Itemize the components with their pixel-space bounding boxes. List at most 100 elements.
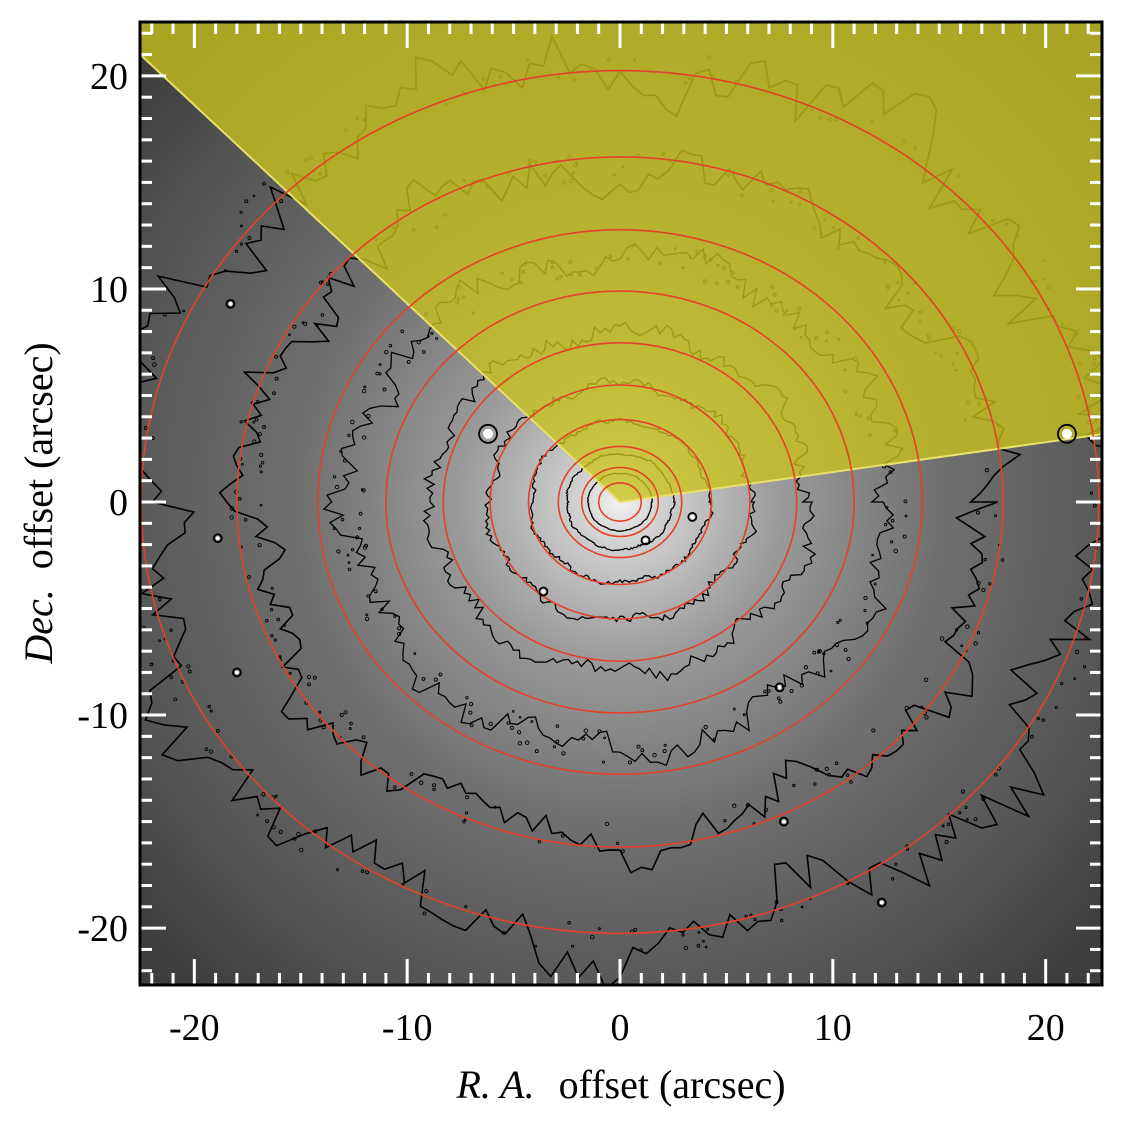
contour-speckle (332, 527, 336, 531)
point-source (781, 819, 786, 824)
contour-speckle (824, 766, 829, 771)
contour-speckle (432, 783, 437, 788)
contour-speckle (422, 911, 427, 916)
fitted-ellipse (489, 384, 751, 620)
contour-speckle (555, 739, 560, 744)
contour-speckle (339, 713, 344, 718)
contour-speckle (435, 336, 439, 340)
contour-speckle (186, 664, 191, 669)
contour-speckle (509, 725, 514, 730)
contour-speckle (488, 721, 493, 727)
contour-speckle (237, 496, 242, 501)
contour-speckle (215, 728, 220, 733)
contour-speckle (234, 249, 239, 254)
y-tick-label: 20 (90, 56, 128, 98)
contour-speckle (313, 829, 318, 834)
contour-speckle (348, 727, 352, 731)
contour-speckle (416, 340, 421, 345)
contour-speckle (378, 363, 382, 366)
contour-speckle (208, 749, 214, 754)
contour-speckle (954, 628, 959, 632)
contour-speckle (778, 699, 783, 704)
contour-speckle (976, 581, 981, 586)
contour-speckle (469, 723, 474, 728)
contour-speckle (1084, 636, 1088, 640)
contour-speckle (890, 540, 894, 544)
contour-speckle (789, 689, 794, 693)
contour-speckle (380, 607, 384, 611)
contour-speckle (555, 724, 560, 728)
point-source (541, 589, 546, 594)
contour-speckle (349, 721, 353, 726)
contour-speckle (732, 803, 737, 808)
x-tick-label: -20 (169, 1007, 220, 1049)
contour-speckle (122, 443, 124, 445)
contour-speckle (388, 343, 393, 348)
x-tick-label: 20 (1027, 1007, 1065, 1049)
contour-speckle (247, 575, 251, 579)
y-axis-title-italic: Dec. (16, 589, 61, 664)
fitted-ellipse (316, 228, 924, 776)
contour-speckle (779, 918, 784, 923)
fitted-ellipse (442, 341, 798, 662)
contour-speckle (397, 626, 402, 631)
contour-speckle (920, 705, 924, 709)
y-tick-label: 0 (109, 482, 128, 524)
contour-speckle (339, 450, 342, 453)
contour-speckle (312, 675, 317, 680)
contour-speckle (994, 514, 998, 518)
contour-speckle (763, 807, 769, 812)
contour-speckle (151, 356, 156, 361)
contour-speckle (360, 869, 365, 873)
contour-speckle (944, 840, 949, 845)
contour-speckle (336, 868, 340, 872)
y-tick-labels: 20 10 0 -10 -20 (77, 56, 128, 950)
contour-speckle (813, 782, 817, 786)
contour-speckle (812, 650, 817, 655)
contour-speckle (346, 553, 350, 557)
contour-speckle (364, 616, 370, 622)
contour-speckle (973, 817, 978, 822)
contour-speckle (988, 582, 992, 586)
contour-speckle (560, 833, 565, 838)
contour-speckle (299, 847, 304, 853)
fitted-ellipse (385, 290, 855, 714)
contour-speckle (597, 729, 602, 734)
contour-speckle (350, 419, 355, 425)
contour-speckle (320, 313, 325, 317)
contour-speckle (361, 735, 366, 740)
contour-speckle (229, 755, 233, 759)
contour-speckle (981, 587, 986, 593)
contour-speckle (366, 594, 370, 598)
contour-speckle (871, 728, 876, 733)
contour-speckle (1082, 664, 1087, 669)
contour-speckle (269, 608, 274, 612)
contour-speckle (517, 730, 522, 735)
contour-speckle (241, 463, 244, 466)
point-source (215, 536, 220, 541)
contour-speckle (983, 557, 987, 562)
point-source (228, 301, 233, 306)
point-source (879, 900, 884, 905)
contour-speckle (829, 669, 833, 673)
contour-speckle (570, 944, 575, 948)
contour-speckle (259, 503, 263, 507)
contour-speckle (378, 372, 382, 376)
contour-speckle (464, 811, 469, 815)
contour-speckle (278, 655, 282, 659)
contour-speckle (894, 862, 898, 866)
contour-speckle (406, 359, 411, 364)
contour-speckle (817, 649, 821, 653)
plot-frame (138, 20, 1104, 987)
contour-speckle (697, 930, 701, 934)
contour-speckle (332, 475, 337, 479)
contour-speckle (946, 822, 951, 827)
contour-speckle (400, 329, 405, 334)
contour-speckle (939, 636, 945, 641)
contour-speckle (254, 417, 259, 422)
contour-speckle (703, 725, 708, 730)
contour-speckle (301, 321, 305, 324)
contour-speckle (169, 675, 174, 680)
contour-speckle (424, 889, 429, 894)
contour-speckle (336, 549, 341, 554)
